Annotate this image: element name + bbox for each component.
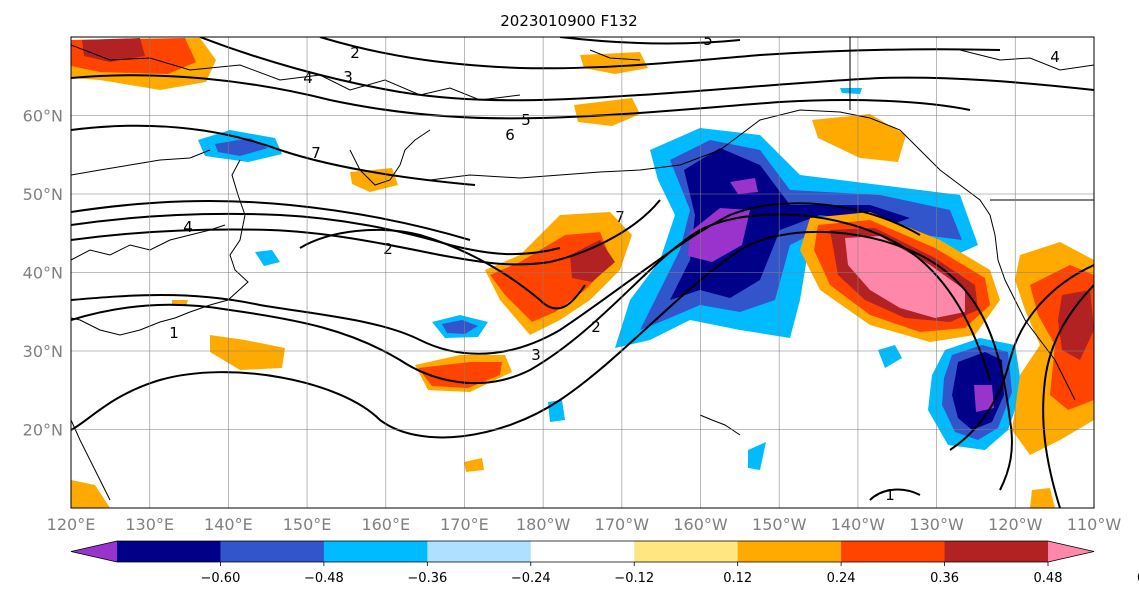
colorbar-segment xyxy=(323,541,428,562)
anomaly-small-negative-f xyxy=(748,442,766,470)
colorbar-segment xyxy=(530,541,635,562)
colorbar-extend-max xyxy=(1048,541,1094,562)
contour-label: 4 xyxy=(1050,48,1060,66)
contour-label: 4 xyxy=(183,218,193,236)
anomaly-north-positive-a xyxy=(580,52,648,74)
colorbar-extend-min xyxy=(71,541,117,562)
colorbar-tick-label: −0.12 xyxy=(614,571,654,586)
contour-label: 2 xyxy=(383,240,393,258)
anomaly-southwest-positive xyxy=(71,480,110,508)
colorbar: −0.60 −0.48 −0.36 −0.24 −0.12 0.12 0.24 0.36 0.4… xyxy=(70,540,1139,586)
contour-label: 7 xyxy=(615,208,625,226)
contour-label: 5 xyxy=(703,31,713,49)
colorbar-outline xyxy=(70,540,1095,563)
colorbar-segment xyxy=(427,541,532,562)
anomaly-central-negative xyxy=(615,128,978,348)
longitude-tick-label: 150°E xyxy=(283,515,332,534)
map-frame xyxy=(70,36,1095,509)
anomaly-small-negative-a xyxy=(432,315,488,338)
map-title: 2023010900 F132 xyxy=(500,12,637,30)
longitude-tick-label: 160°W xyxy=(673,515,728,534)
longitude-tick-label: 170°E xyxy=(440,515,489,534)
longitude-labels: 120°E 130°E 140°E 150°E 160°E 170°E 180°W 170°W… xyxy=(47,515,1122,534)
contour-label: 6 xyxy=(505,126,515,144)
colorbar-tick-label: −0.60 xyxy=(201,571,241,586)
colorbar-segment xyxy=(841,541,946,562)
longitude-tick-label: 130°W xyxy=(909,515,964,534)
contour-label: 2 xyxy=(591,318,601,336)
colorbar-tick-label: 0.48 xyxy=(1034,571,1063,586)
contour-label: 7 xyxy=(311,144,321,162)
contour-label: 2 xyxy=(350,44,360,62)
contour-label: 5 xyxy=(521,111,531,129)
longitude-tick-label: 120°W xyxy=(988,515,1043,534)
colorbar-segment xyxy=(117,541,221,562)
latitude-tick-label: 60°N xyxy=(23,107,63,126)
colorbar-segment xyxy=(634,541,739,562)
colorbar-tick-label: −0.48 xyxy=(304,571,344,586)
colorbar-segment xyxy=(220,541,325,562)
longitude-tick-label: 150°W xyxy=(752,515,807,534)
latitude-labels: 20°N 30°N 40°N 50°N 60°N xyxy=(23,107,63,440)
anomaly-southeast-negative xyxy=(928,338,1022,450)
longitude-tick-label: 140°E xyxy=(204,515,253,534)
longitude-tick-label: 130°E xyxy=(125,515,174,534)
contour-lines xyxy=(71,37,1094,508)
longitude-tick-label: 120°E xyxy=(47,515,96,534)
anomaly-small-negative-e xyxy=(840,88,862,94)
anomaly-north-positive-b xyxy=(574,98,640,126)
anomaly-gulf-positive xyxy=(812,114,906,162)
anomaly-south-positive-c xyxy=(464,458,484,472)
anomaly-south-positive-d xyxy=(1030,488,1055,508)
colorbar-tick-label: 0.36 xyxy=(930,571,959,586)
colorbar-tick-label: 0.12 xyxy=(723,571,752,586)
longitude-tick-label: 180°W xyxy=(516,515,571,534)
contour-label: 3 xyxy=(343,68,353,86)
contour-label: 1 xyxy=(169,324,179,342)
contour-label: 1 xyxy=(885,486,895,504)
longitude-tick-label: 160°E xyxy=(361,515,410,534)
colorbar-tick-label: −0.24 xyxy=(511,571,551,586)
anomaly-small-negative-b xyxy=(255,250,280,266)
colorbar-segment xyxy=(737,541,842,562)
longitude-tick-label: 110°W xyxy=(1067,515,1122,534)
latitude-tick-label: 50°N xyxy=(23,185,63,204)
latitude-tick-label: 20°N xyxy=(23,421,63,440)
latitude-tick-label: 30°N xyxy=(23,342,63,361)
colorbar-segment xyxy=(944,541,1049,562)
contour-label: 4 xyxy=(303,69,313,87)
map-panel: 2 3 4 5 6 7 7 4 2 1 2 3 1 4 5 xyxy=(70,31,1095,509)
longitude-tick-label: 140°W xyxy=(831,515,886,534)
colorbar-tick-label: −0.36 xyxy=(407,571,447,586)
anomaly-dateline-positive xyxy=(485,212,632,335)
longitude-tick-label: 170°W xyxy=(595,515,650,534)
contour-labels: 2 3 4 5 6 7 7 4 2 1 2 3 1 4 5 xyxy=(169,31,1060,504)
colorbar-tick-label: 0.60 xyxy=(1137,571,1139,586)
latitude-tick-label: 40°N xyxy=(23,264,63,283)
gridlines xyxy=(71,37,1094,508)
contour-label: 3 xyxy=(531,346,541,364)
colorbar-tick-label: 0.24 xyxy=(827,571,856,586)
